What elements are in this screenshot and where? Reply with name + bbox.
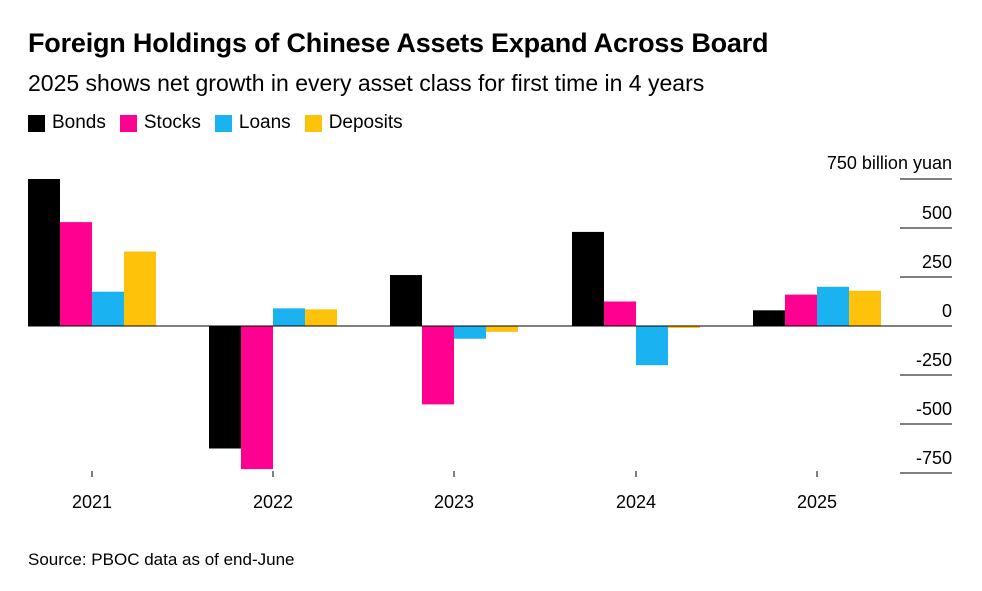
bar-deposits-2022 bbox=[305, 309, 337, 326]
bar-stocks-2021 bbox=[60, 222, 92, 326]
legend-swatch-loans bbox=[214, 114, 232, 132]
bar-bonds-2021 bbox=[28, 179, 60, 326]
legend: Bonds Stocks Loans Deposits bbox=[28, 112, 417, 134]
bar-deposits-2023 bbox=[486, 326, 518, 332]
bar-stocks-2022 bbox=[241, 326, 273, 470]
legend-item-bonds: Bonds bbox=[28, 112, 106, 134]
bar-bonds-2022 bbox=[209, 326, 241, 449]
legend-label-deposits: Deposits bbox=[328, 112, 403, 133]
x-tick-label-2025: 2025 bbox=[797, 492, 837, 512]
bar-loans-2025 bbox=[817, 286, 849, 326]
legend-swatch-bonds bbox=[28, 114, 45, 132]
bar-bonds-2024 bbox=[572, 231, 604, 326]
bar-deposits-2021 bbox=[124, 251, 156, 326]
y-tick-label--250: -250 bbox=[916, 350, 952, 370]
bar-stocks-2024 bbox=[604, 301, 636, 326]
x-tick-label-2022: 2022 bbox=[253, 492, 293, 512]
bar-loans-2021 bbox=[92, 291, 124, 326]
chart-subtitle: 2025 shows net growth in every asset cla… bbox=[28, 70, 705, 96]
y-unit-label: 750 billion yuan bbox=[827, 153, 952, 173]
bar-stocks-2025 bbox=[785, 294, 817, 326]
y-tick-label--750: -750 bbox=[916, 448, 952, 468]
legend-swatch-stocks bbox=[119, 114, 137, 132]
legend-label-stocks: Stocks bbox=[143, 112, 201, 133]
bar-bonds-2023 bbox=[390, 275, 422, 326]
legend-item-stocks: Stocks bbox=[119, 112, 201, 134]
y-tick-label-500: 500 bbox=[922, 203, 952, 223]
legend-item-deposits: Deposits bbox=[304, 112, 403, 134]
y-tick-label-0: 0 bbox=[942, 301, 952, 321]
chart-title: Foreign Holdings of Chinese Assets Expan… bbox=[28, 28, 769, 58]
bar-deposits-2025 bbox=[849, 290, 881, 326]
legend-label-bonds: Bonds bbox=[52, 112, 106, 133]
x-tick-label-2024: 2024 bbox=[616, 492, 656, 512]
bar-deposits-2024 bbox=[668, 326, 700, 328]
y-tick-label-250: 250 bbox=[922, 252, 952, 272]
bar-loans-2022 bbox=[273, 308, 305, 326]
legend-label-loans: Loans bbox=[238, 112, 291, 133]
legend-item-loans: Loans bbox=[214, 112, 291, 134]
bar-loans-2024 bbox=[636, 326, 668, 366]
x-tick-label-2021: 2021 bbox=[72, 492, 112, 512]
y-tick-label--500: -500 bbox=[916, 399, 952, 419]
legend-swatch-deposits bbox=[304, 114, 322, 132]
x-tick-label-2023: 2023 bbox=[434, 492, 474, 512]
bar-loans-2023 bbox=[454, 326, 486, 339]
bar-stocks-2023 bbox=[422, 326, 454, 405]
bar-bonds-2025 bbox=[753, 310, 785, 326]
source-note: Source: PBOC data as of end-June bbox=[28, 550, 295, 569]
